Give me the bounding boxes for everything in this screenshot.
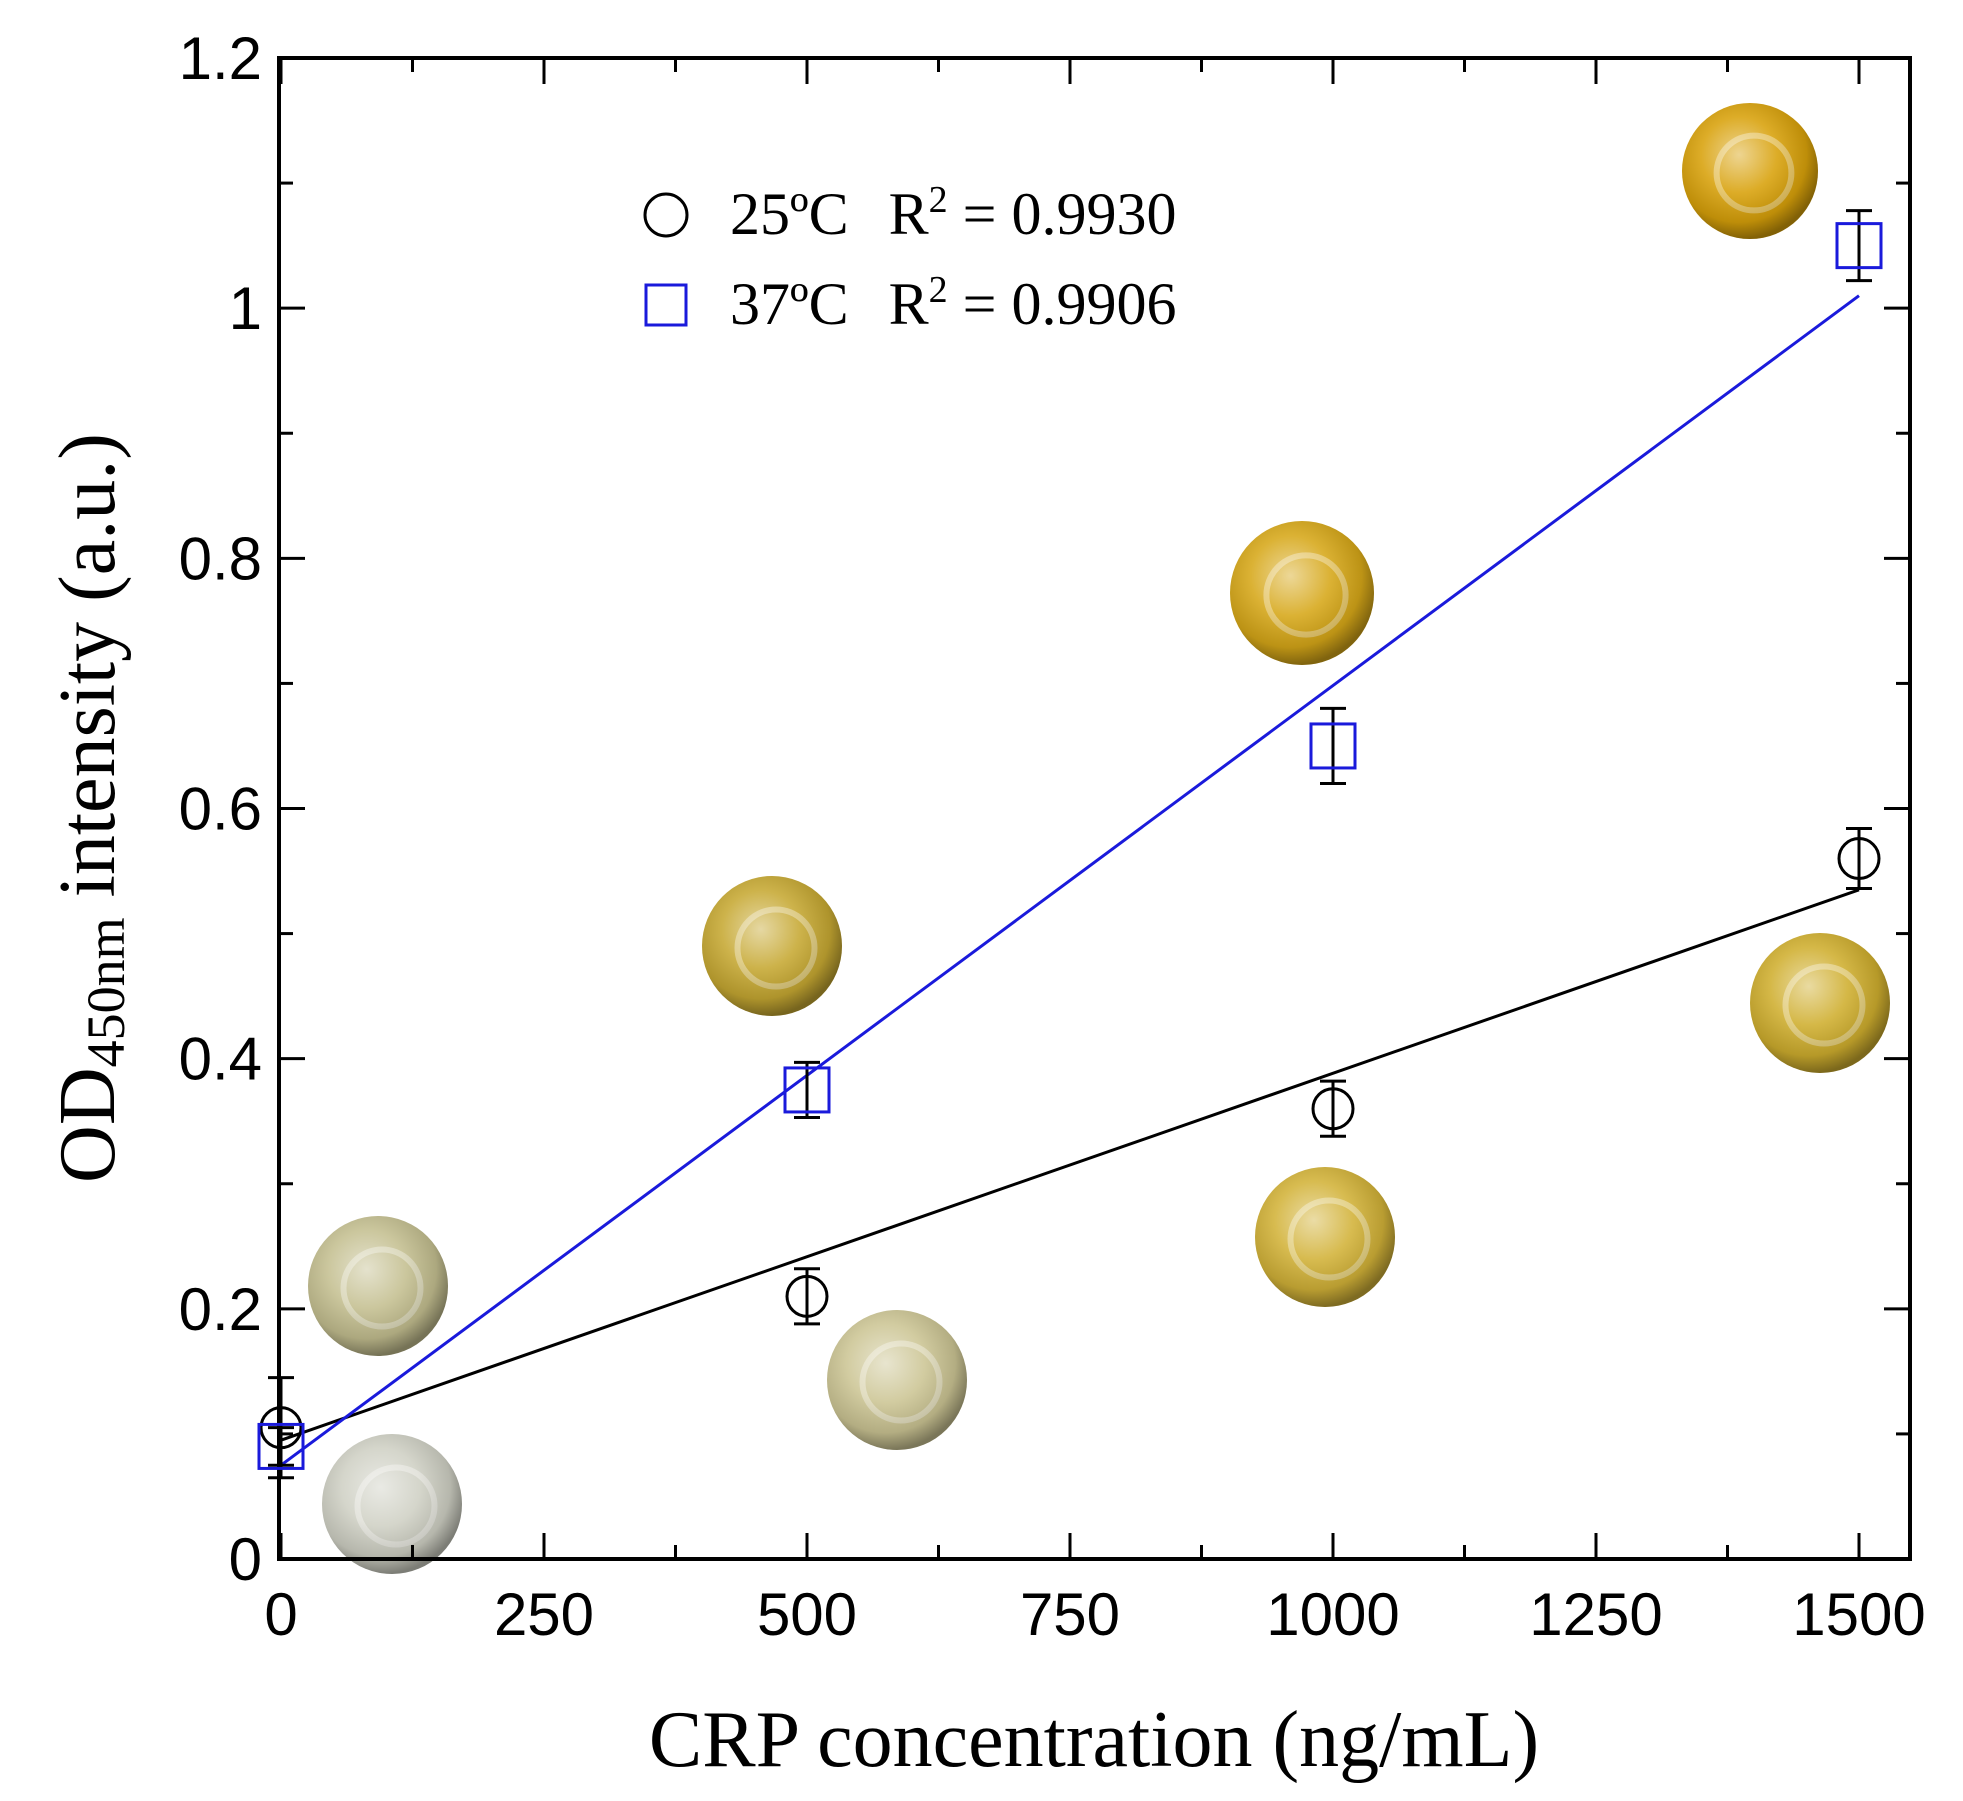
well-image — [1230, 521, 1374, 665]
legend-label-25c: 25ºC R2 = 0.9930 — [730, 179, 1177, 247]
legend-label-37c: 37ºC R2 = 0.9906 — [730, 269, 1177, 337]
well-shading — [1682, 103, 1818, 239]
legend-r2-label-25c: R — [889, 181, 929, 247]
legend: 25ºC R2 = 0.9930 37ºC R2 = 0.9906 — [643, 179, 1177, 337]
data-points — [257, 209, 1883, 1480]
well-images — [308, 103, 1890, 1574]
well-image — [308, 1216, 448, 1356]
y-tick-label: 0.8 — [179, 525, 262, 592]
y-tick-label: 0.4 — [179, 1026, 262, 1093]
legend-marker-25c — [643, 192, 689, 238]
well-image — [1750, 933, 1890, 1073]
legend-marker-37c — [644, 283, 688, 327]
legend-series-name-37c: 37ºC — [730, 271, 849, 337]
data-point-circle — [1837, 837, 1881, 881]
x-axis-title: CRP concentration (ng/mL) — [649, 1696, 1539, 1784]
data-point-circle — [785, 1274, 829, 1318]
y-axis-ticks: 0 0.2 0.4 0.6 0.8 1 1.2 — [179, 25, 1910, 1593]
y-axis-title: OD450nm intensity (a.u.) — [44, 433, 136, 1183]
well-shading — [1230, 521, 1374, 665]
y-axis-title-main: OD — [44, 1067, 132, 1183]
data-point-square — [1835, 222, 1883, 270]
fit-lines — [280, 294, 1860, 1467]
y-tick-label: 0 — [229, 1526, 262, 1593]
x-tick-label: 1500 — [1792, 1581, 1925, 1648]
well-image — [1682, 103, 1818, 239]
well-image — [322, 1434, 462, 1574]
data-point-circle — [1311, 1087, 1355, 1131]
x-tick-label: 250 — [494, 1581, 594, 1648]
y-tick-label: 1 — [229, 275, 262, 342]
legend-series-name-25c: 25ºC — [730, 181, 849, 247]
well-shading — [1750, 933, 1890, 1073]
well-image — [827, 1310, 967, 1450]
data-point-square — [783, 1066, 831, 1114]
x-tick-label: 750 — [1020, 1581, 1120, 1648]
x-tick-label: 0 — [264, 1581, 297, 1648]
well-image — [1255, 1167, 1395, 1307]
well-shading — [1255, 1167, 1395, 1307]
x-axis-ticks: 0 250 500 750 1000 1250 1500 — [264, 58, 1926, 1648]
x-tick-label: 500 — [757, 1581, 857, 1648]
fit-line — [280, 294, 1860, 1467]
x-tick-label: 1250 — [1529, 1581, 1662, 1648]
y-tick-label: 0.6 — [179, 776, 262, 843]
fit-line — [280, 888, 1860, 1442]
well-shading — [827, 1310, 967, 1450]
y-tick-label: 1.2 — [179, 25, 262, 92]
well-shading — [308, 1216, 448, 1356]
well-shading — [322, 1434, 462, 1574]
data-point-square — [257, 1422, 305, 1470]
y-axis-title-subscript: 450nm — [76, 917, 136, 1067]
well-image — [702, 876, 842, 1016]
y-axis-title-rest: intensity (a.u.) — [44, 433, 132, 917]
x-tick-label: 1000 — [1266, 1581, 1399, 1648]
legend-r2-value-37c: = 0.9906 — [948, 271, 1177, 337]
y-tick-label: 0.2 — [179, 1276, 262, 1343]
legend-r2-value-25c: = 0.9930 — [948, 181, 1177, 247]
legend-r2-label-37c: R — [889, 271, 929, 337]
well-shading — [702, 876, 842, 1016]
data-point-square — [1309, 722, 1357, 770]
